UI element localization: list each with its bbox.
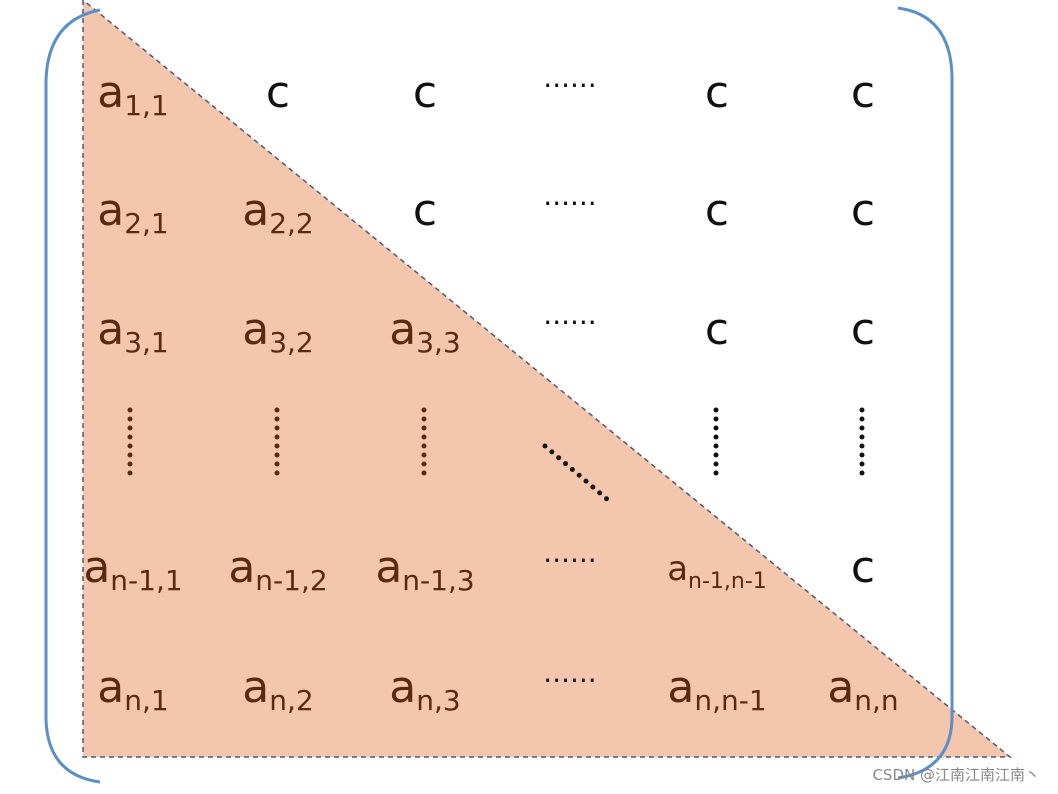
matrix-cell: an-1,2 bbox=[228, 542, 327, 597]
matrix-cell: an,2 bbox=[242, 662, 313, 717]
cell-base: a bbox=[827, 662, 854, 713]
matrix-cell: ······ bbox=[543, 306, 596, 339]
cell-subscript: n,3 bbox=[416, 684, 460, 717]
matrix-cell: c bbox=[266, 67, 290, 118]
matrix-cell: c bbox=[851, 185, 875, 236]
cell-base: a bbox=[667, 549, 688, 589]
matrix-cell: a1,1 bbox=[97, 67, 169, 122]
matrix-cell: c bbox=[705, 185, 729, 236]
cell-subscript: 3,1 bbox=[124, 326, 169, 359]
matrix-cell: an,3 bbox=[389, 662, 460, 717]
cell-base: a bbox=[242, 662, 269, 713]
watermark: CSDN @江南江南江南丶 bbox=[872, 766, 1040, 784]
cell-base: c bbox=[851, 185, 875, 236]
cell-subscript: n-1,3 bbox=[402, 564, 474, 597]
matrix-cell: c bbox=[851, 67, 875, 118]
cell-subscript: n,1 bbox=[124, 684, 168, 717]
cell-base: a bbox=[389, 662, 416, 713]
cell-base: c bbox=[413, 185, 437, 236]
cell-base: a bbox=[97, 304, 124, 355]
cell-base: a bbox=[389, 304, 416, 355]
cell-subscript: n-1,1 bbox=[110, 564, 182, 597]
cell-base: c bbox=[705, 185, 729, 236]
cell-base: ······ bbox=[543, 69, 596, 102]
cell-base: a bbox=[375, 542, 402, 593]
matrix-cell: an,n-1 bbox=[667, 662, 766, 717]
matrix-cell: a3,3 bbox=[389, 304, 461, 359]
matrix-cell: a3,2 bbox=[242, 304, 314, 359]
cell-base: a bbox=[242, 185, 269, 236]
cell-base: a bbox=[97, 185, 124, 236]
vertical-dots bbox=[127, 407, 865, 503]
cell-subscript: n-1,2 bbox=[255, 564, 327, 597]
matrix-cell: a2,2 bbox=[242, 185, 314, 240]
lower-triangle bbox=[82, 0, 1013, 758]
cell-base: c bbox=[851, 67, 875, 118]
cell-base: c bbox=[705, 304, 729, 355]
right-bracket bbox=[897, 6, 954, 780]
cell-subscript: n-1,n-1 bbox=[688, 569, 767, 594]
cell-base: ······ bbox=[543, 306, 596, 339]
matrix-cell: an,n bbox=[827, 662, 898, 717]
matrix-cell: c bbox=[705, 67, 729, 118]
cell-subscript: 2,2 bbox=[269, 207, 314, 240]
matrix-cell: c bbox=[413, 67, 437, 118]
cell-subscript: 1,1 bbox=[124, 89, 169, 122]
matrix-cell: an-1,1 bbox=[83, 542, 182, 597]
cell-subscript: 3,3 bbox=[416, 326, 461, 359]
cell-subscript: n,n bbox=[854, 684, 898, 717]
cell-base: a bbox=[228, 542, 255, 593]
cell-base: c bbox=[851, 542, 875, 593]
cell-base: c bbox=[266, 67, 290, 118]
matrix-cell: ······ bbox=[543, 187, 596, 220]
matrix-cell: ······ bbox=[543, 69, 596, 102]
cell-subscript: n,2 bbox=[269, 684, 313, 717]
matrix-cell: an-1,n-1 bbox=[667, 549, 767, 595]
matrix-cell: c bbox=[851, 542, 875, 593]
matrix-cell: a2,1 bbox=[97, 185, 169, 240]
matrix-cell: ······ bbox=[543, 544, 596, 577]
matrix-cell: a3,1 bbox=[97, 304, 169, 359]
cell-subscript: 3,2 bbox=[269, 326, 314, 359]
matrix-cell: c bbox=[851, 304, 875, 355]
cell-base: ······ bbox=[543, 664, 596, 697]
matrix-cell: c bbox=[705, 304, 729, 355]
cell-base: a bbox=[667, 662, 694, 713]
cell-base: a bbox=[242, 304, 269, 355]
cell-subscript: n,n-1 bbox=[694, 684, 766, 717]
cell-base: a bbox=[97, 662, 124, 713]
left-bracket bbox=[44, 8, 101, 784]
cell-base: ······ bbox=[543, 544, 596, 577]
cell-base: c bbox=[851, 304, 875, 355]
cell-subscript: 2,1 bbox=[124, 207, 169, 240]
matrix-cell: c bbox=[413, 185, 437, 236]
matrix-cell: ······ bbox=[543, 664, 596, 697]
cell-base: ······ bbox=[543, 187, 596, 220]
matrix-cell: an,1 bbox=[97, 662, 168, 717]
cell-base: c bbox=[413, 67, 437, 118]
matrix-cell: an-1,3 bbox=[375, 542, 474, 597]
cell-base: c bbox=[705, 67, 729, 118]
cell-base: a bbox=[83, 542, 110, 593]
cell-base: a bbox=[97, 67, 124, 118]
